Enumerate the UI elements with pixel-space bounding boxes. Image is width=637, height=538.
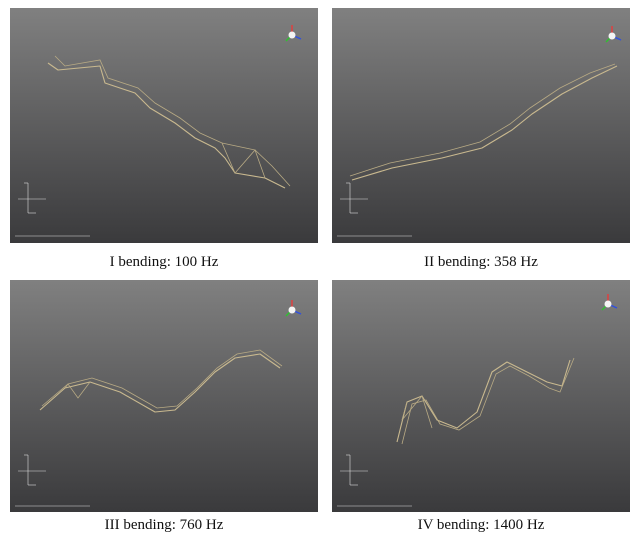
- panel: [10, 8, 318, 243]
- caption: IV bending: 1400 Hz: [418, 517, 545, 533]
- panel: [332, 8, 630, 243]
- figure: I bending: 100 Hz II bending: 358 Hz III…: [0, 0, 637, 538]
- caption: III bending: 760 Hz: [105, 517, 224, 533]
- panel: [332, 280, 630, 512]
- caption: I bending: 100 Hz: [110, 254, 219, 270]
- caption: II bending: 358 Hz: [424, 254, 538, 270]
- panel: [10, 280, 318, 512]
